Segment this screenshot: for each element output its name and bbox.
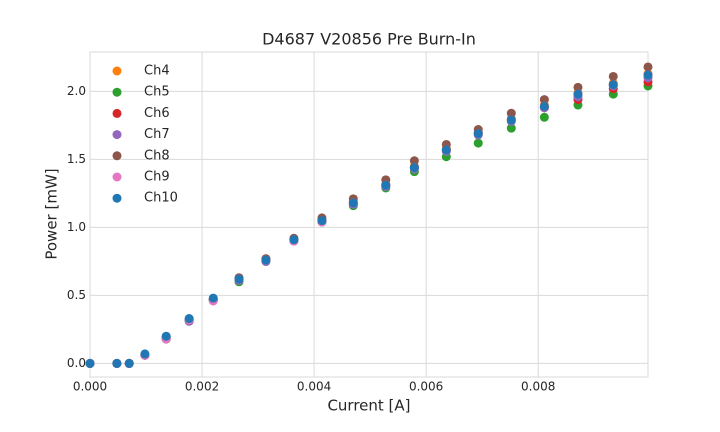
x-axis-label: Current [A] — [327, 397, 410, 415]
point — [539, 95, 549, 105]
point — [289, 235, 299, 245]
legend-label: Ch10 — [144, 191, 178, 206]
point — [85, 358, 95, 368]
point — [539, 101, 549, 111]
point — [573, 89, 583, 99]
point — [441, 145, 451, 155]
point — [473, 129, 483, 139]
y-tick-label: 1.0 — [67, 220, 86, 234]
point — [506, 115, 516, 125]
legend-marker — [112, 66, 122, 76]
point — [140, 349, 150, 359]
point — [234, 274, 244, 284]
point — [643, 62, 653, 72]
point — [473, 138, 483, 148]
legend-marker — [112, 193, 122, 203]
legend-label: Ch7 — [144, 127, 170, 142]
point — [539, 112, 549, 122]
legend-marker — [112, 87, 122, 97]
x-tick-label: 0.002 — [185, 380, 219, 394]
x-tick-label: 0.000 — [73, 380, 107, 394]
plot-area — [89, 51, 649, 378]
y-tick-label: 2.0 — [67, 84, 86, 98]
point — [208, 293, 218, 303]
point — [184, 314, 194, 324]
point — [317, 216, 327, 226]
legend-label: Ch6 — [144, 106, 170, 121]
chart-title: D4687 V20856 Pre Burn-In — [262, 30, 476, 49]
legend-marker — [112, 151, 122, 161]
point — [643, 70, 653, 80]
x-tick-label: 0.008 — [521, 380, 555, 394]
legend-label: Ch8 — [144, 148, 170, 163]
y-tick-label: 0.0 — [67, 356, 86, 370]
point — [608, 80, 618, 90]
legend-label: Ch9 — [144, 170, 170, 185]
x-tick-label: 0.006 — [409, 380, 443, 394]
point — [381, 180, 391, 190]
legend-marker — [112, 172, 122, 182]
point — [506, 108, 516, 118]
point — [161, 331, 171, 341]
y-axis-label: Power [mW] — [43, 168, 61, 259]
point — [261, 255, 271, 265]
point — [112, 358, 122, 368]
point — [348, 198, 358, 208]
point — [409, 163, 419, 173]
legend-marker — [112, 108, 122, 118]
y-tick-label: 0.5 — [67, 288, 86, 302]
point — [608, 71, 618, 81]
point — [506, 123, 516, 133]
point — [573, 82, 583, 92]
y-tick-label: 1.5 — [67, 152, 86, 166]
legend-marker — [112, 130, 122, 140]
point — [124, 358, 134, 368]
legend-label: Ch4 — [144, 64, 170, 79]
point — [409, 156, 419, 166]
legend-label: Ch5 — [144, 85, 170, 100]
x-tick-label: 0.004 — [297, 380, 331, 394]
